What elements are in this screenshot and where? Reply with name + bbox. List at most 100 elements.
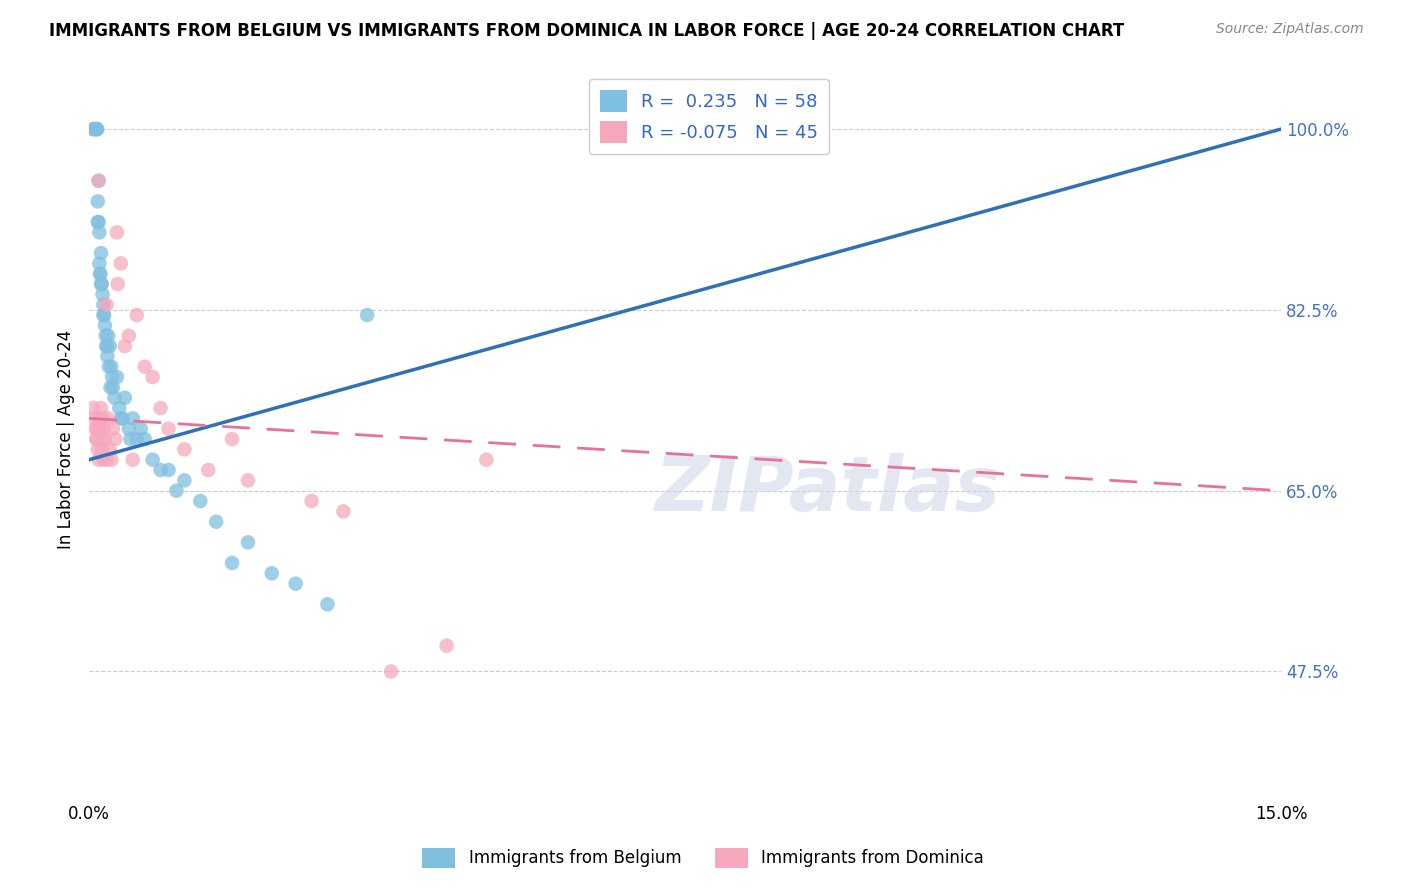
Point: [93, 452, 115, 467]
Point: [96, 298, 118, 312]
Point: [205, 515, 228, 529]
Point: [221, 432, 243, 446]
Point: [166, 483, 188, 498]
Point: [89, 267, 111, 281]
Point: [97, 328, 120, 343]
Point: [101, 380, 124, 394]
Point: [96, 452, 118, 467]
Point: [90, 277, 112, 291]
Point: [134, 359, 156, 374]
Point: [87, 442, 110, 457]
Point: [101, 422, 124, 436]
Point: [93, 298, 115, 312]
Legend: R =  0.235   N = 58, R = -0.075   N = 45: R = 0.235 N = 58, R = -0.075 N = 45: [589, 79, 830, 154]
Point: [89, 411, 111, 425]
Point: [103, 391, 125, 405]
Point: [316, 597, 339, 611]
Point: [86, 422, 108, 436]
Point: [100, 359, 122, 374]
Point: [121, 411, 143, 425]
Point: [173, 474, 195, 488]
Point: [96, 339, 118, 353]
Point: [105, 226, 128, 240]
Point: [90, 442, 112, 457]
Point: [149, 401, 172, 415]
Point: [107, 277, 129, 291]
Y-axis label: In Labor Force | Age 20-24: In Labor Force | Age 20-24: [58, 329, 75, 549]
Point: [173, 442, 195, 457]
Point: [108, 401, 131, 415]
Point: [86, 122, 108, 136]
Point: [142, 370, 165, 384]
Point: [89, 422, 111, 436]
Legend: Immigrants from Belgium, Immigrants from Dominica: Immigrants from Belgium, Immigrants from…: [415, 841, 991, 875]
Point: [104, 432, 127, 446]
Point: [157, 422, 180, 436]
Point: [87, 215, 110, 229]
Point: [87, 452, 110, 467]
Point: [91, 411, 114, 425]
Point: [93, 308, 115, 322]
Point: [94, 318, 117, 333]
Point: [114, 391, 136, 405]
Point: [436, 639, 458, 653]
Point: [118, 422, 141, 436]
Point: [142, 452, 165, 467]
Point: [475, 452, 498, 467]
Point: [90, 432, 112, 446]
Point: [84, 122, 107, 136]
Point: [236, 474, 259, 488]
Point: [100, 452, 122, 467]
Point: [380, 665, 402, 679]
Point: [97, 359, 120, 374]
Point: [110, 411, 132, 425]
Point: [84, 422, 107, 436]
Point: [301, 494, 323, 508]
Point: [90, 401, 112, 415]
Point: [125, 308, 148, 322]
Point: [87, 174, 110, 188]
Point: [82, 401, 104, 415]
Point: [120, 432, 142, 446]
Point: [83, 122, 105, 136]
Point: [94, 432, 117, 446]
Point: [356, 308, 378, 322]
Text: IMMIGRANTS FROM BELGIUM VS IMMIGRANTS FROM DOMINICA IN LABOR FORCE | AGE 20-24 C: IMMIGRANTS FROM BELGIUM VS IMMIGRANTS FR…: [49, 22, 1125, 40]
Point: [96, 339, 118, 353]
Point: [90, 277, 112, 291]
Point: [89, 226, 111, 240]
Point: [129, 422, 152, 436]
Point: [94, 328, 117, 343]
Point: [93, 422, 115, 436]
Point: [86, 122, 108, 136]
Text: ZIPatlas: ZIPatlas: [655, 452, 1001, 526]
Point: [111, 411, 134, 425]
Point: [87, 174, 110, 188]
Point: [332, 504, 354, 518]
Point: [101, 370, 124, 384]
Point: [97, 411, 120, 425]
Point: [84, 122, 107, 136]
Point: [284, 576, 307, 591]
Point: [110, 256, 132, 270]
Point: [91, 287, 114, 301]
Point: [157, 463, 180, 477]
Point: [83, 411, 105, 425]
Point: [121, 452, 143, 467]
Point: [114, 339, 136, 353]
Point: [118, 328, 141, 343]
Point: [188, 494, 211, 508]
Point: [89, 267, 111, 281]
Point: [93, 308, 115, 322]
Point: [82, 122, 104, 136]
Point: [125, 432, 148, 446]
Point: [84, 432, 107, 446]
Point: [87, 215, 110, 229]
Point: [105, 370, 128, 384]
Point: [134, 432, 156, 446]
Point: [87, 194, 110, 209]
Point: [86, 432, 108, 446]
Point: [100, 380, 122, 394]
Point: [96, 350, 118, 364]
Point: [98, 339, 121, 353]
